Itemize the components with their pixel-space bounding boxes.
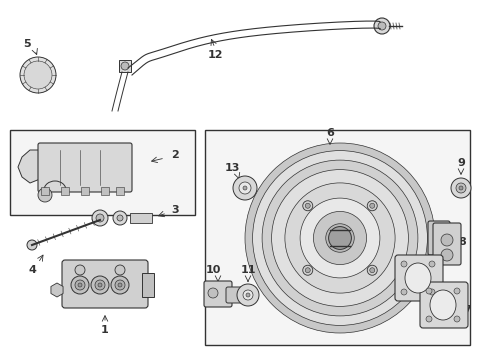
Circle shape [113,211,127,225]
Bar [81,187,89,195]
Text: 10: 10 [205,265,220,275]
FancyBboxPatch shape [38,143,132,192]
Circle shape [285,183,394,293]
Circle shape [252,150,427,325]
Bar [204,130,469,345]
Circle shape [450,178,470,198]
Circle shape [428,261,434,267]
Circle shape [96,214,104,222]
Text: 9: 9 [456,158,464,168]
Circle shape [425,316,431,322]
Circle shape [369,268,374,273]
Circle shape [118,283,122,287]
Circle shape [453,316,459,322]
Circle shape [400,261,406,267]
Circle shape [95,280,105,290]
Circle shape [117,215,123,221]
Circle shape [328,226,351,249]
Circle shape [232,176,257,200]
Circle shape [244,143,434,333]
Circle shape [425,288,431,294]
Bar [61,187,69,195]
Circle shape [271,170,407,306]
Circle shape [71,276,89,294]
Circle shape [458,186,462,190]
Circle shape [325,224,353,252]
Bar [101,187,109,195]
Bar [116,187,124,195]
Circle shape [455,183,465,193]
Circle shape [111,276,129,294]
Circle shape [75,265,85,275]
FancyBboxPatch shape [427,221,449,255]
Circle shape [38,188,52,202]
Circle shape [24,61,52,89]
Circle shape [20,57,56,93]
FancyBboxPatch shape [225,287,245,303]
Text: 7: 7 [462,305,470,315]
Circle shape [75,280,85,290]
Circle shape [92,210,108,226]
Text: 6: 6 [325,128,333,138]
Circle shape [78,283,82,287]
Bar [41,187,49,195]
Circle shape [440,234,452,246]
Circle shape [373,18,389,34]
Circle shape [302,265,312,275]
Circle shape [400,289,406,295]
Circle shape [305,203,309,208]
Bar [10,130,195,215]
Circle shape [366,265,376,275]
Circle shape [98,283,102,287]
Ellipse shape [429,290,455,320]
Circle shape [366,201,376,211]
Circle shape [243,186,246,190]
Polygon shape [18,150,45,183]
Circle shape [207,288,218,298]
Circle shape [377,22,385,30]
Text: 1: 1 [101,325,109,335]
Circle shape [302,201,312,211]
Circle shape [115,280,125,290]
FancyBboxPatch shape [394,255,442,301]
Circle shape [239,182,250,194]
FancyBboxPatch shape [62,260,148,308]
FancyBboxPatch shape [203,281,231,307]
Circle shape [243,290,252,300]
Circle shape [91,276,109,294]
Circle shape [369,203,374,208]
Circle shape [245,293,249,297]
Text: 11: 11 [240,265,255,275]
Text: 8: 8 [457,237,465,247]
Circle shape [27,240,37,250]
Text: 3: 3 [171,205,179,215]
FancyBboxPatch shape [419,282,467,328]
Bar [142,273,154,297]
Text: 4: 4 [28,265,36,275]
Text: 2: 2 [171,150,179,160]
Bar [119,60,131,72]
Circle shape [313,211,366,265]
Circle shape [262,160,417,316]
Text: 13: 13 [224,163,239,173]
FancyBboxPatch shape [432,223,460,265]
Circle shape [115,265,125,275]
Text: 12: 12 [207,50,223,60]
Circle shape [305,268,309,273]
Circle shape [440,249,452,261]
Circle shape [428,289,434,295]
Bar [130,213,152,223]
Circle shape [300,198,379,278]
Ellipse shape [404,263,430,293]
Circle shape [237,284,259,306]
Circle shape [453,288,459,294]
Circle shape [121,62,129,70]
Text: 5: 5 [23,39,31,49]
